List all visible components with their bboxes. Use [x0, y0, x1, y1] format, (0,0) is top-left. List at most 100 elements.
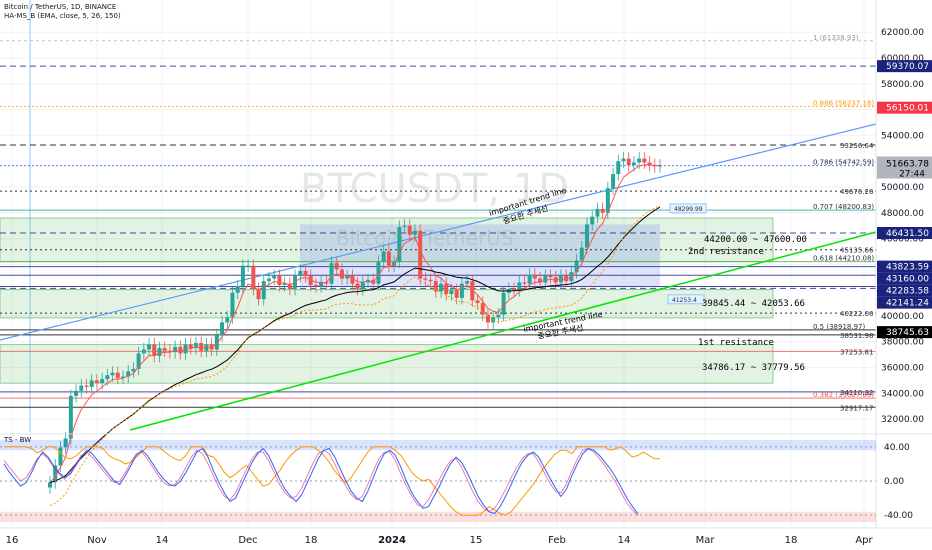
candle-body: [287, 283, 292, 289]
candle-body: [261, 281, 266, 300]
price-tick-label: 34000.00: [881, 389, 924, 399]
candle-body: [412, 230, 417, 235]
candle-body: [63, 438, 68, 448]
candle-body: [68, 395, 73, 439]
candle-body: [465, 281, 470, 284]
candle-body: [386, 251, 391, 266]
watermark-ticker: BTCUSDT, 1D: [300, 166, 570, 212]
price-badge-label: 42141.24: [886, 299, 929, 309]
zone-label-2nd: 44200.00 ~ 47600.00: [704, 235, 807, 245]
osc-tick-label: 0.00: [884, 477, 904, 487]
candle-body: [360, 282, 365, 289]
candle-body: [251, 265, 256, 289]
candle-body: [188, 344, 193, 349]
time-tick-label: Apr: [855, 535, 873, 546]
candle-body: [167, 350, 172, 353]
candle-body: [214, 335, 219, 350]
level-label: 34110.32: [840, 389, 873, 397]
osc-upper-band: [0, 440, 876, 451]
price-tick-label: 36000.00: [881, 364, 924, 374]
stepped-line: [49, 205, 661, 506]
candle-body: [574, 260, 579, 273]
price-badge: [877, 272, 932, 285]
candle-body: [282, 283, 287, 285]
candle-body: [527, 274, 532, 284]
time-tick-label: Nov: [87, 535, 107, 546]
candle-body: [162, 348, 167, 351]
price-badge: [877, 227, 932, 240]
symbol-title: Bitcoin / TetherUS, 1D, BINANCE: [4, 3, 117, 11]
countdown-label: 27:44: [899, 169, 925, 179]
fib-level-label: 1 (61338.93): [813, 34, 859, 42]
time-tick-label: 2024: [378, 535, 406, 546]
osc-pink-line: [3, 448, 639, 516]
candle-body: [178, 346, 183, 354]
ema-5-line: [49, 164, 660, 483]
fib-level-label: 0.382 (33627.86): [813, 391, 874, 399]
osc-tick-label: -40.00: [884, 511, 913, 521]
candle-body: [345, 275, 350, 279]
candle-body: [339, 269, 344, 279]
candle-body: [89, 380, 94, 387]
candle-body: [240, 265, 245, 287]
candle-body: [256, 288, 261, 300]
time-tick-label: Mar: [696, 535, 716, 546]
candle-body: [590, 216, 595, 225]
fib-level-label: 0.786 (54742.59): [813, 159, 874, 167]
support-zone: [0, 217, 774, 263]
candle-body: [48, 482, 52, 488]
candle-body: [631, 162, 636, 166]
fib-level-label: 0.5 (38918.97): [813, 323, 865, 331]
level-label: 37253.81: [840, 348, 873, 356]
price-tick-label: 60000.00: [881, 54, 924, 64]
candle-body: [611, 174, 616, 189]
candle-body: [277, 275, 282, 285]
price-badge-label: 38745.63: [886, 328, 929, 338]
inline-tag-box: [669, 203, 707, 214]
time-tick-label: 15: [470, 535, 483, 546]
candle-body: [141, 349, 146, 354]
fib-level-label: 0.707 (48200.83): [813, 203, 874, 211]
candle-body: [173, 346, 178, 353]
candle-body: [418, 230, 423, 279]
candle-body: [485, 314, 490, 323]
candle-body: [319, 282, 324, 287]
candle-body: [115, 372, 120, 378]
candle-body: [94, 380, 99, 383]
range-box: [300, 224, 660, 287]
candle-body: [564, 275, 569, 282]
osc-tick-label: 40.00: [884, 443, 910, 453]
trend-line-lower: [129, 231, 877, 431]
level-label: 38531.98: [840, 332, 873, 340]
price-tick-label: 58000.00: [881, 80, 924, 90]
candle-body: [444, 283, 449, 295]
inline-tag-label: 41253.4: [672, 297, 697, 304]
candle-body: [637, 158, 642, 163]
candle-body: [53, 465, 58, 483]
candle-body: [225, 317, 230, 323]
candle-body: [350, 275, 355, 284]
level-label: 49676.20: [840, 188, 873, 196]
candle-body: [579, 247, 584, 261]
candle-body: [402, 225, 407, 227]
candle-body: [496, 314, 501, 318]
level-label: 45135.66: [840, 247, 874, 255]
candle-body: [230, 292, 235, 318]
candle-body: [209, 344, 214, 350]
ema-26-line: [49, 206, 661, 483]
price-badge: [877, 296, 932, 309]
indicator-title: HA-MS_B (EMA, close, 5, 26, 150): [4, 12, 121, 20]
candle-body: [204, 344, 209, 351]
fib-level-label: 0.618 (44210.08): [813, 255, 874, 263]
candle-body: [100, 379, 105, 383]
candle-body: [605, 188, 610, 213]
candle-body: [522, 282, 527, 284]
candle-body: [423, 278, 428, 280]
candle-body: [459, 283, 464, 298]
level-label: 53256.64: [840, 142, 874, 150]
price-badge: [877, 326, 932, 339]
price-badge: [877, 60, 932, 73]
osc-blue-line: [3, 447, 639, 515]
candle-body: [433, 281, 438, 292]
